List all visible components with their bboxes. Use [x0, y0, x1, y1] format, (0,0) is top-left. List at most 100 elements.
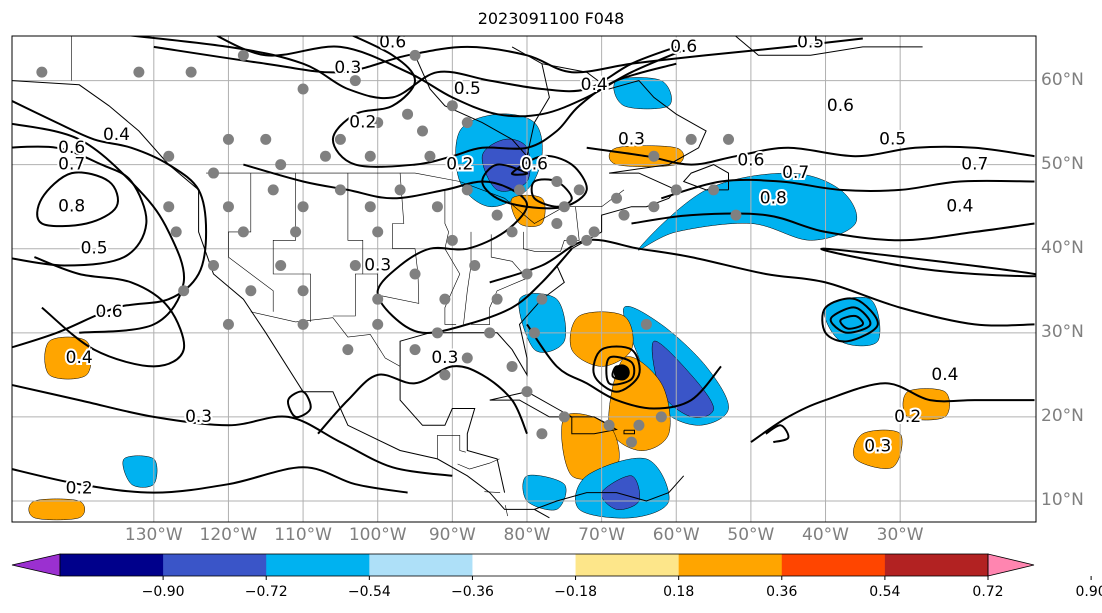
longitude-label: 80°W: [503, 525, 551, 545]
contour-line: [12, 466, 408, 494]
observation-site: [558, 201, 570, 213]
observation-site: [611, 192, 623, 204]
coastline: [682, 164, 729, 191]
observation-site: [185, 66, 197, 78]
contour-line: [839, 314, 864, 330]
colorbar-tick-label: −0.54: [347, 584, 391, 600]
observation-site: [461, 117, 473, 129]
observation-site: [633, 419, 645, 431]
observation-site: [708, 184, 720, 196]
colorbar-segment: [678, 554, 783, 576]
observation-site: [409, 268, 421, 280]
contour-label: 0.2: [349, 113, 376, 133]
observation-site: [536, 293, 548, 305]
observation-site: [237, 49, 249, 61]
tendency-shading: [28, 77, 950, 521]
observation-site: [431, 327, 443, 339]
coastline: [734, 36, 923, 56]
observation-site: [491, 209, 503, 221]
coastline: [534, 475, 685, 510]
observation-site: [372, 293, 384, 305]
observation-site: [349, 260, 361, 272]
observation-site: [461, 184, 473, 196]
observation-site: [222, 133, 234, 145]
longitude-label: 90°W: [428, 525, 476, 545]
observation-site: [670, 184, 682, 196]
contour-line: [331, 36, 677, 168]
observation-site: [342, 344, 354, 356]
colorbar-segment: [369, 554, 473, 576]
contour-label: 0.3: [364, 256, 391, 276]
contour-line: [765, 424, 790, 444]
observation-site: [625, 436, 637, 448]
shading-blob: [613, 77, 672, 110]
border-line: [206, 172, 625, 224]
contour-line: [481, 154, 588, 210]
contour-label: 0.5: [81, 239, 108, 259]
observation-site: [409, 49, 421, 61]
observation-site: [222, 201, 234, 213]
contour-label: 0.7: [58, 155, 85, 175]
contour-line: [36, 171, 119, 228]
contour-line: [489, 238, 1035, 327]
latitude-label: 10°N: [1041, 489, 1084, 510]
coastline: [623, 429, 635, 435]
border-line: [250, 311, 401, 367]
border-line: [362, 173, 420, 304]
observation-site: [364, 150, 376, 162]
observation-site: [163, 150, 175, 162]
contour-line: [243, 163, 573, 335]
colorbar-extend-low: [11, 553, 61, 577]
observation-site: [431, 201, 443, 213]
observation-site: [208, 260, 220, 272]
colorbar-tick-label: −0.18: [554, 584, 597, 600]
observation-site: [446, 234, 458, 246]
colorbar-tick-label: −0.72: [244, 584, 288, 600]
contour-label: 0.5: [454, 79, 481, 99]
shading-blob: [28, 498, 85, 521]
observation-site: [372, 226, 384, 238]
observation-site: [237, 226, 249, 238]
observation-site: [222, 318, 234, 330]
observation-site: [372, 318, 384, 330]
observation-site: [372, 117, 384, 129]
contour-line: [34, 256, 186, 368]
observation-site: [536, 428, 548, 440]
contour-label: 0.6: [96, 302, 123, 322]
colorbar-tick-label: −0.36: [450, 584, 494, 600]
observation-site: [416, 125, 428, 137]
longitude-label: 100°W: [348, 525, 407, 545]
contour-line: [286, 390, 312, 419]
contour-label: 0.7: [961, 155, 988, 175]
contour-label: 0.3: [334, 58, 361, 78]
observation-site: [461, 352, 473, 364]
observation-site: [334, 184, 346, 196]
shading-blob: [853, 429, 903, 469]
contour-line: [526, 323, 722, 410]
longitude-label: 30°W: [876, 525, 924, 545]
contour-label: 0.6: [58, 138, 85, 158]
contour-label: 0.4: [931, 365, 958, 385]
observation-site: [469, 260, 481, 272]
contour-label: 0.4: [103, 125, 130, 145]
colorbar-tick-label: 0.90: [1075, 584, 1102, 600]
contour-label: 0.3: [431, 348, 458, 368]
contour-label: 0.5: [879, 129, 906, 149]
colorbar: [11, 553, 1092, 580]
coastline: [399, 366, 506, 493]
contour-line: [750, 382, 1035, 443]
colorbar-segment: [60, 554, 164, 576]
contour-line: [631, 212, 1035, 242]
observation-site: [521, 268, 533, 280]
longitude-label: 70°W: [578, 525, 626, 545]
contour-label: 0.8: [58, 197, 85, 217]
latitude-label: 20°N: [1041, 405, 1084, 426]
contour-line: [586, 145, 1035, 166]
observation-site: [551, 218, 563, 230]
observation-site: [648, 201, 660, 213]
colorbar-tick-label: 0.36: [766, 584, 798, 600]
observation-site: [566, 234, 578, 246]
longitude-label: 60°W: [652, 525, 700, 545]
contour-lines: [12, 36, 1036, 494]
map-frame: [11, 35, 1037, 523]
